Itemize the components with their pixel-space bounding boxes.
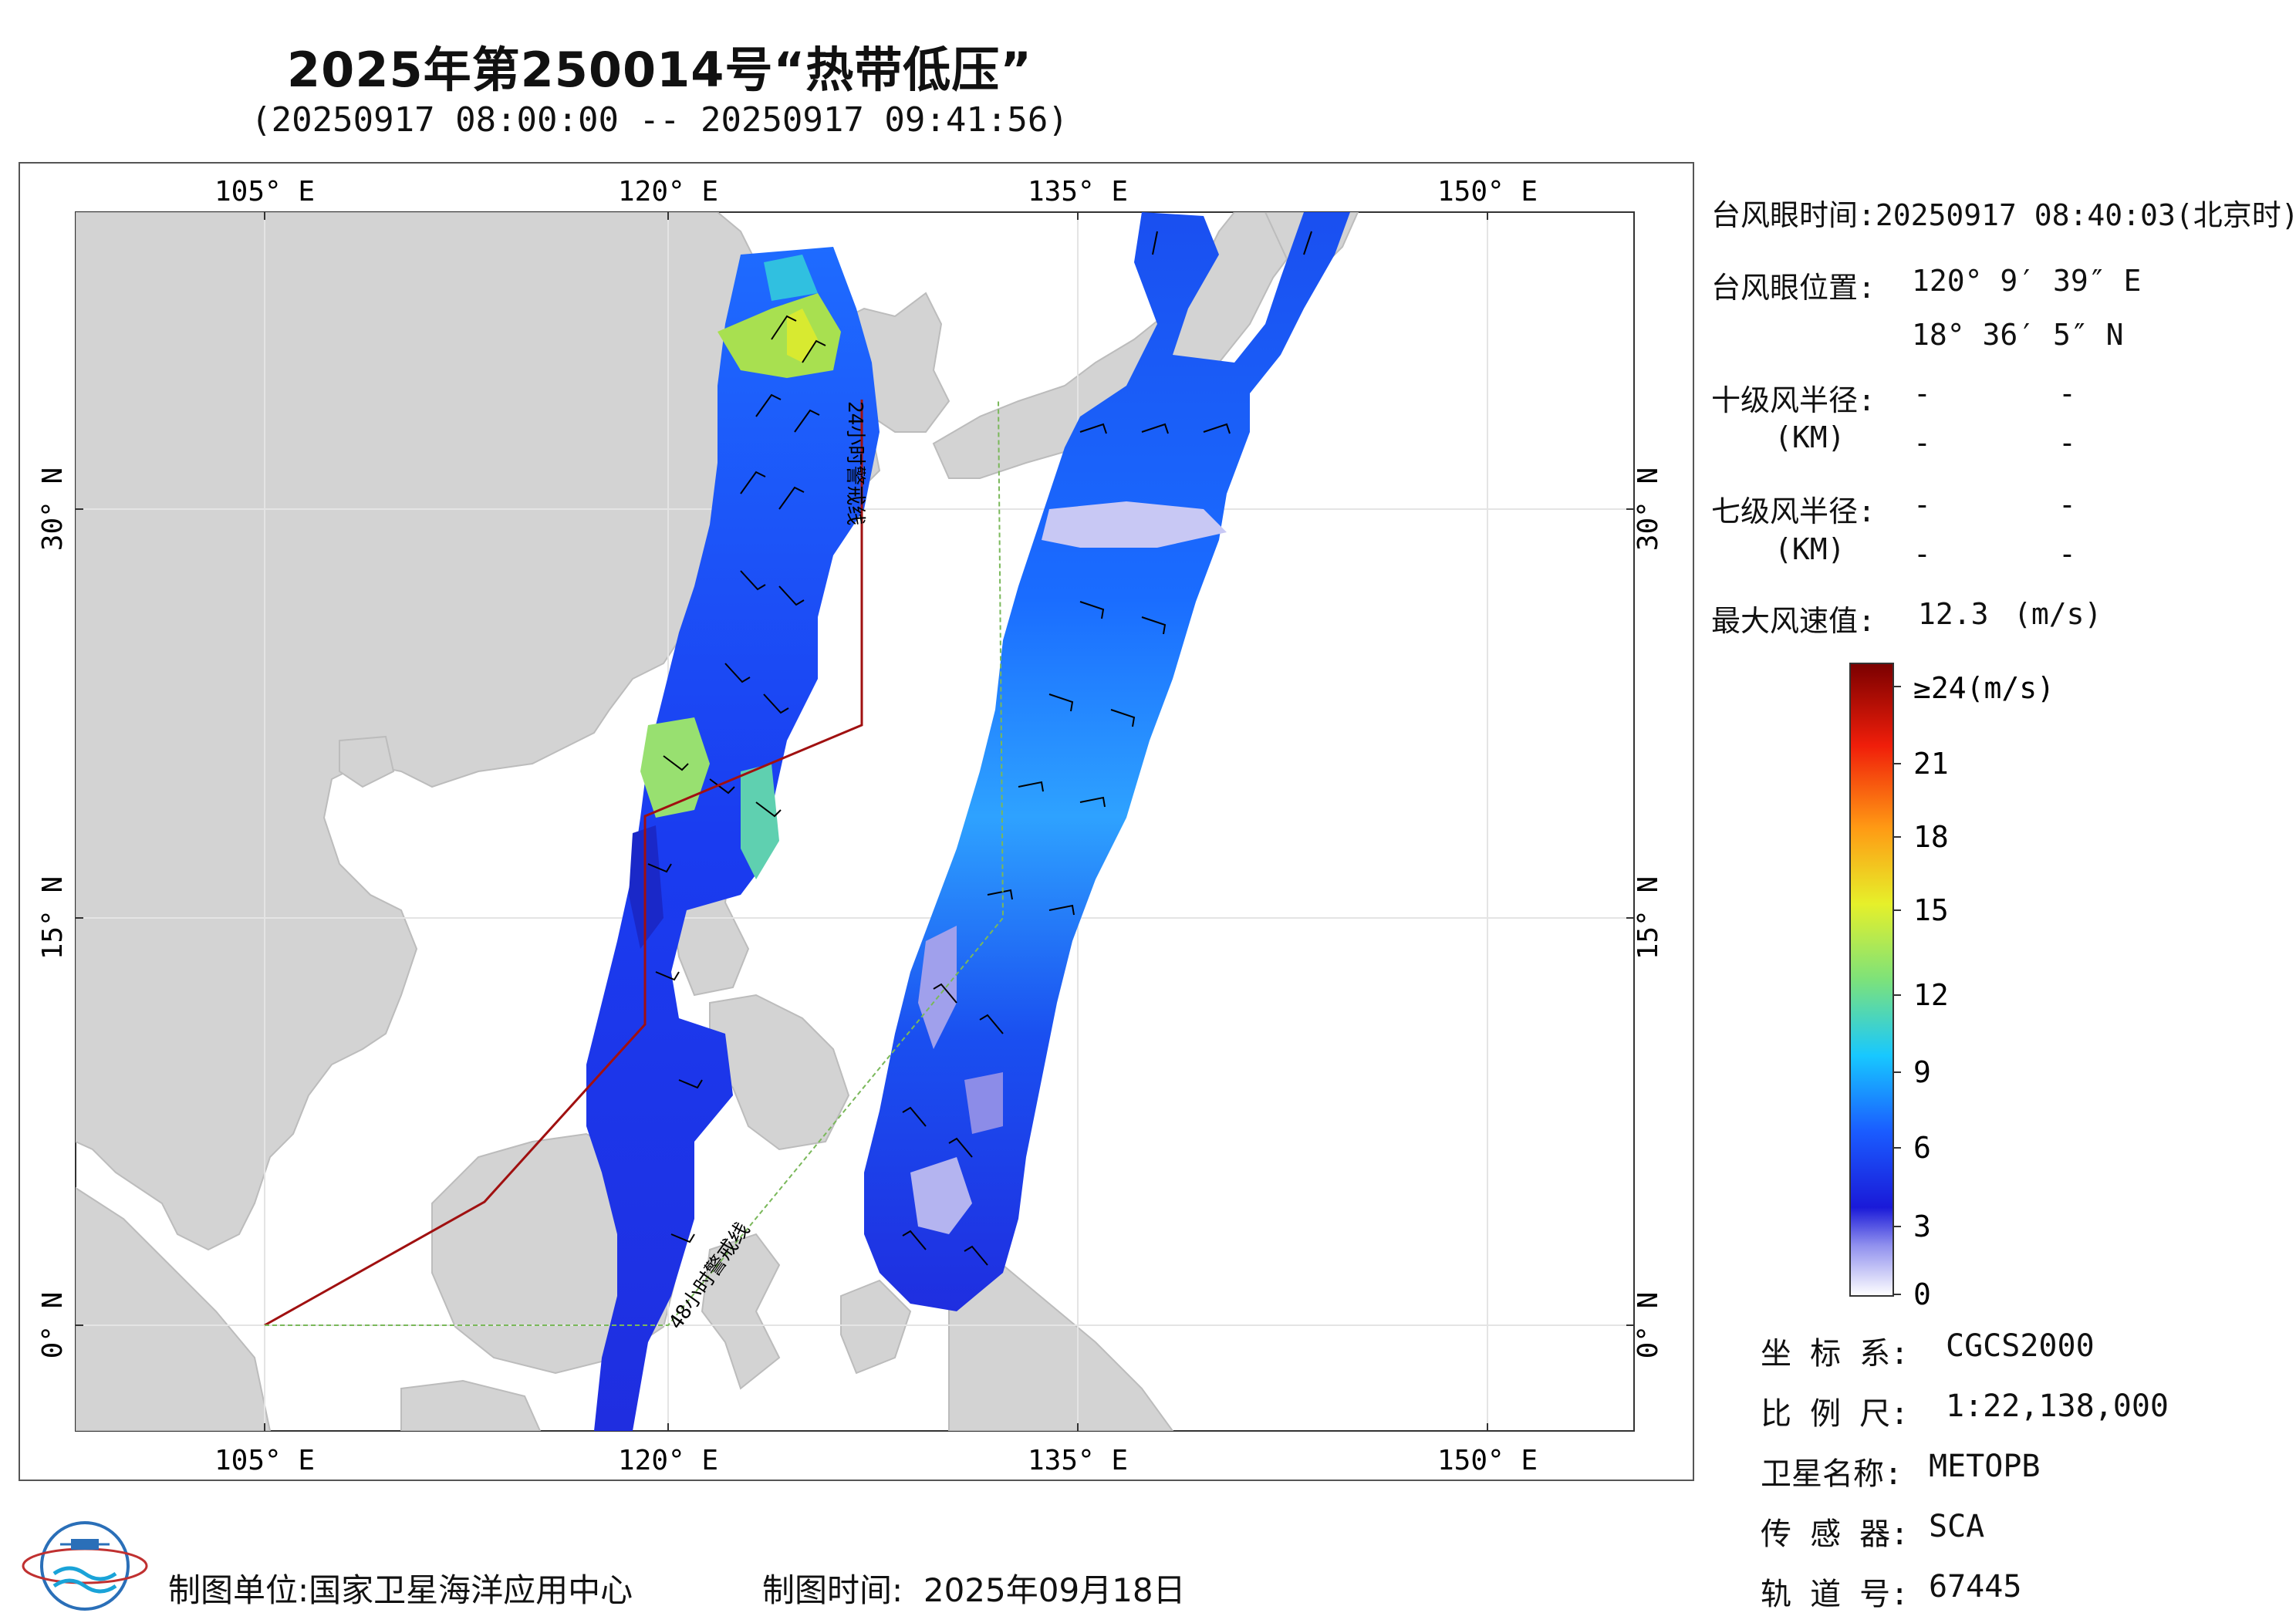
eye-lon-value: 120° 9′ 39″ E [1912,264,2142,298]
crs-label: 坐 标 系: [1761,1336,1909,1372]
wind-barbs [647,231,1312,1266]
r7-value-4: - [2058,537,2076,571]
eye-time-label: 台风眼时间: [1711,198,1876,232]
r10-label: 十级风半径: [1711,383,1876,417]
max-wind-label: 最大风速值: [1711,604,1876,638]
lon-tick-bottom-135: 135° E [1028,1445,1128,1476]
colorbar-label-9: 9 [1913,1055,1931,1089]
time-range-subtitle: (20250917 08:00:00 -- 20250917 09:41:56) [251,100,1069,140]
r7-unit: (KM) [1774,532,1845,566]
eye-pos-label: 台风眼位置: [1711,271,1876,305]
colorbar-label-6: 6 [1913,1131,1931,1165]
wind-swath-west [586,247,880,1431]
r7-value-3: - [1913,537,1931,571]
eye-time-value: 20250917 08:40:03(北京时) [1875,198,2296,232]
footer-producer-label: 制图单位: [168,1571,309,1609]
colorbar-label-21: 21 [1913,747,1949,781]
lon-tick-top-135: 135° E [1028,176,1128,208]
satellite-label: 卫星名称: [1761,1456,1903,1492]
lat-tick-right-0: 0° N [1633,1292,1664,1359]
lat-tick-left-30: 30° N [37,467,69,551]
colorbar-label-3: 3 [1913,1210,1931,1243]
r10-value-3: - [1913,426,1931,460]
warning-line-24h [264,400,863,1327]
nsoas-logo-icon [22,1521,148,1611]
lon-tick-top-105: 105° E [214,176,315,208]
crs-value: CGCS2000 [1946,1328,2095,1364]
colorbar-label-12: 12 [1913,978,1949,1012]
r10-value-2: - [2058,376,2076,410]
sensor-value: SCA [1929,1509,1985,1544]
lat-tick-right-15: 15° N [1633,876,1664,960]
wind-swath-east [864,212,1350,1311]
sensor-label: 传 感 器: [1761,1517,1909,1552]
scale-label: 比 例 尺: [1761,1396,1909,1432]
colorbar-ticks [1893,686,1901,1295]
max-wind-value: 12.3 [1918,597,1989,631]
footer-time-label: 制图时间: [762,1571,903,1609]
land-masses [76,212,1359,1431]
lon-tick-top-150: 150° E [1437,176,1538,208]
lat-tick-left-0: 0° N [37,1292,69,1359]
map-frame [19,162,1694,1481]
lat-tick-right-30: 30° N [1633,467,1664,551]
colorbar-label-18: 18 [1913,820,1949,854]
satellite-value: METOPB [1929,1449,2041,1484]
axis-ticks [76,212,1634,1431]
colorbar [1849,663,1894,1297]
lon-tick-bottom-105: 105° E [214,1445,315,1476]
orbit-label: 轨 道 号: [1761,1577,1909,1612]
r7-value-2: - [2058,488,2076,521]
r10-value-1: - [1913,376,1931,410]
eye-lat-value: 18° 36′ 5″ N [1912,318,2124,352]
r7-value-1: - [1913,488,1931,521]
footer-time-value: 2025年09月18日 [923,1571,1186,1609]
max-wind-unit: (m/s) [2014,597,2102,631]
r10-unit: (KM) [1774,420,1845,454]
footer-producer-value: 国家卫星海洋应用中心 [309,1571,633,1609]
eye-time-row: 台风眼时间:20250917 08:40:03(北京时) [1711,191,2296,234]
lat-tick-left-15: 15° N [37,876,69,960]
footer-producer: 制图单位:国家卫星海洋应用中心 [168,1564,633,1611]
orbit-value: 67445 [1929,1569,2022,1604]
r7-label: 七级风半径: [1711,494,1876,528]
colorbar-label-15: 15 [1913,893,1949,927]
r10-value-4: - [2058,426,2076,460]
lon-tick-bottom-150: 150° E [1437,1445,1538,1476]
warning-line-24h-label: 24小时警戒线 [843,401,866,525]
footer-time: 制图时间: 2025年09月18日 [762,1564,1186,1611]
lon-tick-top-120: 120° E [618,176,718,208]
scale-value: 1:22,138,000 [1946,1388,2169,1424]
page-title: 2025年第250014号“热带低压” [287,42,1032,98]
warning-line-48h [265,399,1004,1326]
lon-tick-bottom-120: 120° E [618,1445,718,1476]
colorbar-label-24: ≥24(m/s) [1913,671,2055,705]
colorbar-label-0: 0 [1913,1277,1931,1311]
